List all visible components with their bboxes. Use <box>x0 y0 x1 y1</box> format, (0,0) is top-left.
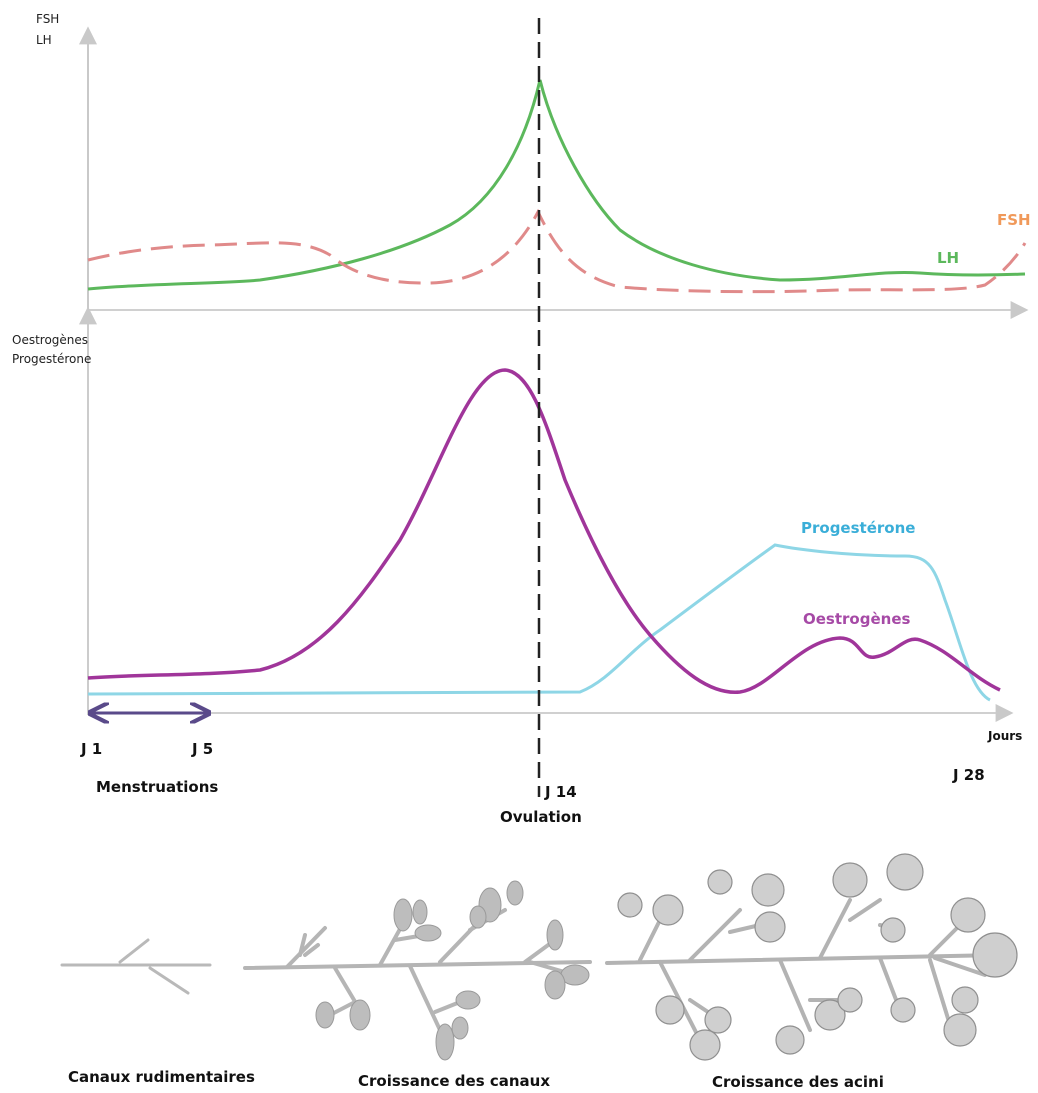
fsh-label: FSH <box>997 211 1031 229</box>
top-y-label-lh: LH <box>36 33 52 47</box>
stage-label-duct-growth: Croissance des canaux <box>358 1072 550 1090</box>
marker-menstruations: Menstruations <box>96 778 218 796</box>
stage-duct-growth-drawing <box>243 880 592 1061</box>
stage-label-rudimentary: Canaux rudimentaires <box>68 1068 255 1086</box>
bottom-y-label-oestrogenes: Oestrogènes <box>12 333 88 347</box>
oestrogen-curve <box>87 368 1001 694</box>
bottom-y-label-progesterone: Progestérone <box>12 352 91 366</box>
stage-acini-growth-drawing <box>605 853 1018 1061</box>
lh-label: LH <box>937 249 959 267</box>
marker-ovulation: Ovulation <box>500 808 582 826</box>
marker-j1: J 1 <box>80 740 102 758</box>
fsh-curve <box>87 208 1027 294</box>
lh-curve <box>87 79 1026 291</box>
top-y-label-fsh: FSH <box>36 12 59 26</box>
x-axis-label-jours: Jours <box>987 729 1022 743</box>
marker-j28: J 28 <box>952 766 985 784</box>
marker-j5: J 5 <box>191 740 213 758</box>
stage-label-acini-growth: Croissance des acini <box>712 1073 884 1091</box>
progesterone-label: Progestérone <box>801 519 915 537</box>
oestrogen-label: Oestrogènes <box>803 610 910 628</box>
progesterone-curve <box>87 543 991 702</box>
marker-j14: J 14 <box>544 783 577 801</box>
stage-rudimentary-ducts-drawing <box>60 938 212 995</box>
